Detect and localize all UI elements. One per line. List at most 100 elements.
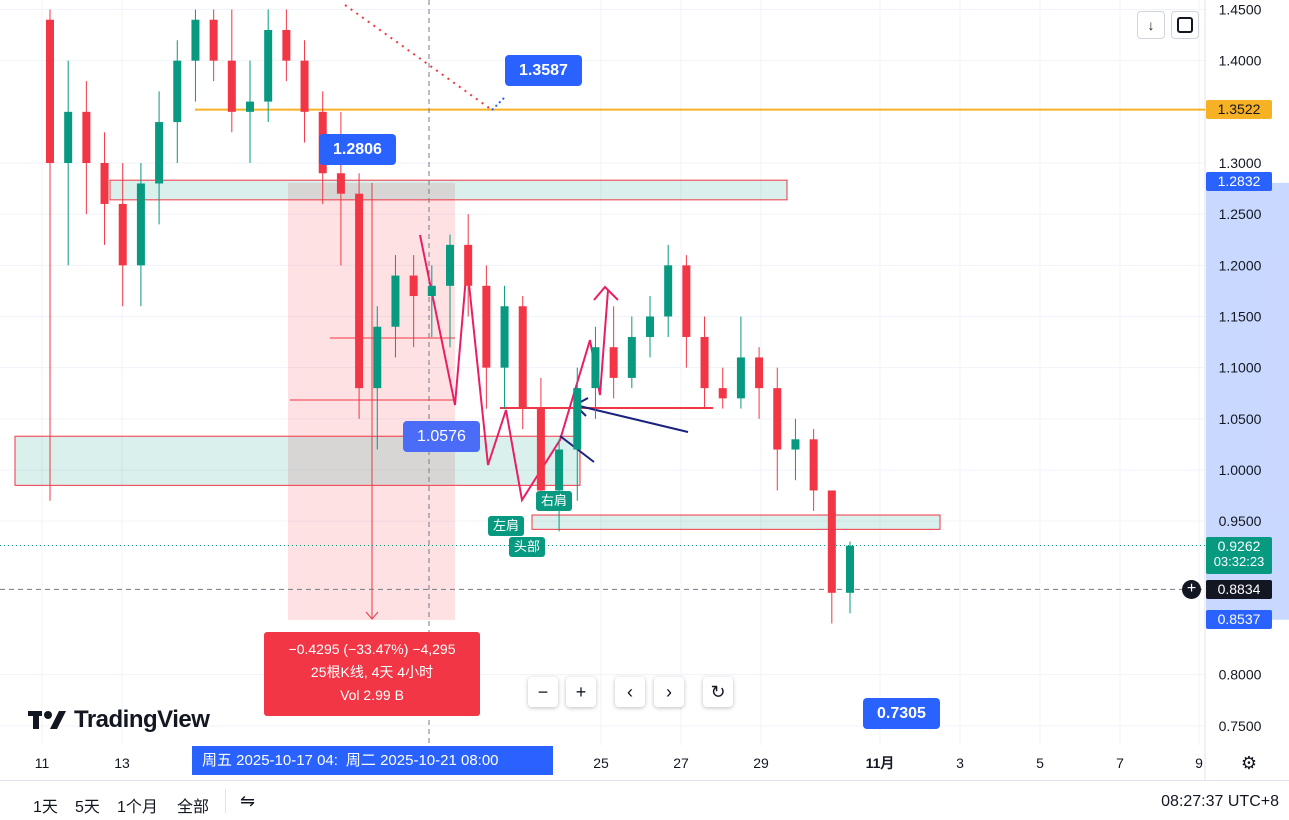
scroll-left-button[interactable]: ‹ — [615, 677, 645, 707]
price-tag-range-top: 1.2832 — [1206, 172, 1272, 191]
candle-body — [518, 306, 527, 409]
candle-body — [736, 357, 745, 399]
x-tick-label: 27 — [673, 755, 689, 771]
scroll-right-button[interactable]: › — [654, 677, 684, 707]
price-callout-4[interactable]: 0.7305 — [863, 698, 940, 729]
candle-body — [355, 193, 364, 389]
candle-body — [682, 265, 691, 337]
x-tick-label: 29 — [753, 755, 769, 771]
measure-arrow-head — [365, 611, 379, 620]
x-tick-label: 7 — [1116, 755, 1124, 771]
reset-chart-button[interactable]: ↻ — [703, 677, 733, 707]
range-5d-button[interactable]: 5天 — [75, 799, 100, 816]
candle-body — [482, 285, 491, 368]
zoom-in-button[interactable]: + — [566, 677, 596, 707]
price-tag-crosshair: 0.8834 — [1206, 580, 1272, 599]
chevron-left-icon: ‹ — [627, 681, 633, 702]
candle-body — [500, 306, 509, 368]
candle-body — [82, 111, 91, 163]
scroll-down-button[interactable]: ↓ — [1137, 11, 1165, 39]
dotted-trendline — [344, 4, 493, 111]
price-tag-current: 0.9262 03:32:23 — [1206, 537, 1272, 574]
y-tick-label: 1.3000 — [1219, 155, 1262, 171]
measure-tooltip: −0.4295 (−33.47%) −4,295 25根K线, 4天 4小时 V… — [264, 632, 480, 716]
minus-icon: − — [537, 681, 549, 702]
candle-body — [718, 388, 727, 399]
date-range-icon[interactable]: ⇋ — [240, 791, 256, 811]
x-tick-label: 11月 — [866, 755, 895, 771]
pointer-arrow — [574, 404, 689, 433]
add-alert-icon[interactable]: + — [1182, 580, 1201, 599]
fullscreen-button[interactable] — [1171, 11, 1199, 39]
candle-body — [300, 60, 309, 112]
x-tick-label: 9 — [1195, 755, 1203, 771]
price-callout-2[interactable]: 1.2806 — [319, 134, 396, 165]
x-tick-label: 5 — [1036, 755, 1044, 771]
candle-body — [136, 183, 145, 266]
candle-body — [827, 490, 836, 593]
candle-body — [264, 29, 273, 102]
price-callout-3[interactable]: 1.0576 — [403, 421, 480, 452]
candle-body — [373, 326, 382, 389]
candle-body — [627, 336, 636, 378]
x-tick-label: 11 — [35, 755, 50, 771]
tradingview-logo[interactable]: TradingView — [28, 706, 210, 734]
candle-body — [336, 173, 345, 194]
range-1m-button[interactable]: 1个月 — [117, 799, 158, 816]
price-callout-1[interactable]: 1.3587 — [505, 55, 582, 86]
toolbar-divider — [225, 789, 226, 813]
date-range-end: 周二 2025-10-21 08:00 — [345, 752, 499, 769]
range-all-button[interactable]: 全部 — [177, 799, 210, 816]
zoom-out-button[interactable]: − — [528, 677, 558, 707]
reset-icon: ↻ — [710, 681, 726, 702]
y-tick-label: 0.9500 — [1219, 513, 1262, 529]
measure-volume: Vol 2.99 B — [340, 687, 404, 703]
y-tick-label: 1.1500 — [1219, 308, 1262, 324]
candle-body — [64, 111, 73, 163]
plus-icon: + — [575, 681, 587, 702]
head-label[interactable]: 头部 — [509, 537, 546, 557]
clock: 08:27:37 UTC+8 — [1161, 793, 1279, 810]
axis-settings-icon[interactable]: ⚙ — [1240, 753, 1258, 773]
x-tick-label: 25 — [593, 755, 609, 771]
date-range-highlight: 周五 2025-10-17 04: 周二 2025-10-21 08:00 — [192, 746, 553, 775]
price-tag-range-bottom: 0.8537 — [1206, 610, 1272, 629]
candle-body — [846, 545, 854, 593]
candle-body — [591, 347, 600, 389]
price-tag-orange-line: 1.3522 — [1206, 100, 1272, 119]
candle-body — [46, 19, 54, 164]
candle-body — [409, 275, 418, 297]
range-1d-button[interactable]: 1天 — [33, 799, 58, 816]
brand-name: TradingView — [74, 706, 210, 733]
candle-body — [809, 439, 818, 491]
candle-body — [227, 60, 236, 112]
y-tick-label: 1.4500 — [1219, 2, 1262, 18]
candle-body — [573, 388, 582, 450]
candle-body — [155, 122, 164, 184]
current-price: 0.9262 — [1217, 538, 1261, 554]
candle-body — [536, 408, 545, 491]
bottom-toolbar: 1天 5天 1个月 全部 ⇋ 08:27:37 UTC+8 — [0, 780, 1289, 820]
candle-body — [118, 203, 127, 266]
arrow-down-icon: ↓ — [1147, 17, 1155, 33]
candle-body — [391, 275, 400, 327]
y-tick-label: 1.0500 — [1219, 411, 1262, 427]
callout-pointer — [491, 96, 506, 111]
candle-body — [755, 357, 764, 389]
y-tick-label: 1.4000 — [1219, 53, 1262, 69]
candle-body — [464, 244, 473, 286]
candle-body — [100, 163, 109, 204]
date-range-start: 周五 2025-10-17 04: — [202, 752, 338, 769]
chevron-right-icon: › — [666, 681, 672, 702]
y-tick-label: 1.0000 — [1219, 462, 1262, 478]
right-shoulder-label[interactable]: 右肩 — [536, 491, 573, 511]
candle-body — [646, 316, 654, 337]
x-tick-label: 3 — [956, 755, 964, 771]
y-tick-label: 1.2500 — [1219, 206, 1262, 222]
left-shoulder-label[interactable]: 左肩 — [488, 516, 525, 536]
candle-body — [773, 388, 782, 450]
y-tick-label: 1.2000 — [1219, 257, 1262, 273]
fullscreen-icon — [1177, 17, 1193, 33]
candle-body — [427, 285, 436, 297]
